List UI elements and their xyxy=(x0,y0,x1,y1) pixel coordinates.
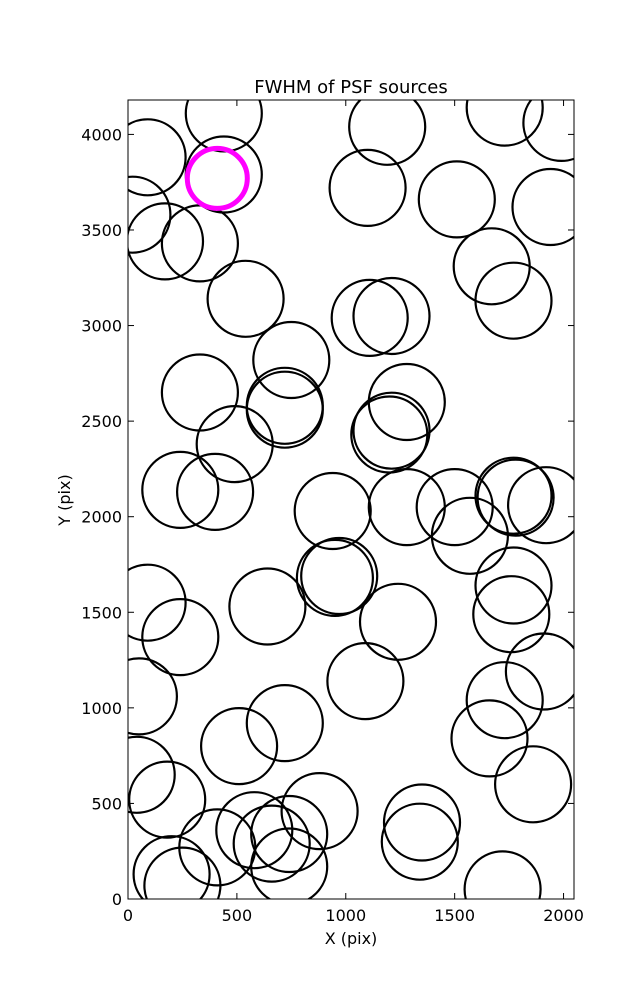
psf-source-marker xyxy=(215,791,294,870)
psf-source-marker xyxy=(358,582,438,661)
y-tick-label: 3500 xyxy=(81,221,122,240)
y-tick-label: 1500 xyxy=(81,603,122,622)
psf-source-marker xyxy=(328,148,407,227)
psf-source-marker xyxy=(452,227,531,306)
chart-title: FWHM of PSF sources xyxy=(254,77,448,98)
psf-source-marker xyxy=(295,538,374,618)
psf-source-marker xyxy=(430,496,509,575)
psf-source-marker xyxy=(132,835,211,899)
psf-source-marker xyxy=(465,100,544,147)
psf-source-marker xyxy=(128,563,187,642)
plot-area-frame xyxy=(127,99,575,900)
y-tick-label: 500 xyxy=(91,794,122,813)
x-tick-label: 500 xyxy=(222,906,253,925)
psf-source-marker xyxy=(128,735,176,814)
psf-source-marker xyxy=(507,466,574,545)
psf-source-marker xyxy=(245,683,324,763)
psf-source-marker xyxy=(367,468,446,547)
psf-source-marker xyxy=(160,353,239,432)
psf-source-marker xyxy=(206,259,285,338)
psf-source-marker xyxy=(348,100,427,166)
y-tick-label: 1000 xyxy=(81,699,122,718)
psf-source-marker xyxy=(195,405,274,484)
psf-source-marker xyxy=(352,276,431,356)
psf-source-marker xyxy=(326,641,405,721)
psf-source-marker xyxy=(465,661,544,740)
psf-source-marker xyxy=(160,204,239,283)
y-tick-label: 0 xyxy=(112,890,122,909)
psf-source-marker xyxy=(250,794,329,874)
data-markers xyxy=(128,100,574,899)
psf-source-marker xyxy=(128,202,205,281)
psf-source-marker xyxy=(141,450,220,529)
psf-source-marker xyxy=(128,118,187,197)
psf-source-marker xyxy=(417,160,496,239)
highlighted-source-marker xyxy=(184,145,250,211)
psf-source-marker xyxy=(143,846,222,899)
psf-source-marker xyxy=(200,706,279,786)
psf-source-marker xyxy=(382,783,462,862)
psf-source-marker xyxy=(128,175,172,254)
psf-source-marker xyxy=(474,546,553,625)
psf-source-marker xyxy=(232,804,311,883)
psf-source-marker xyxy=(476,458,555,537)
psf-source-marker xyxy=(141,597,220,677)
psf-source-marker xyxy=(252,320,331,400)
y-tick-label: 4000 xyxy=(81,125,122,144)
x-tick-label: 1000 xyxy=(325,906,366,925)
y-tick-label: 2500 xyxy=(81,412,122,431)
psf-source-marker xyxy=(522,100,574,162)
psf-source-marker xyxy=(184,100,263,153)
x-tick-label: 2000 xyxy=(543,906,584,925)
psf-source-marker xyxy=(176,452,255,531)
psf-source-marker xyxy=(245,370,324,449)
y-axis-label: Y (pix) xyxy=(55,474,74,526)
psf-source-marker xyxy=(245,366,324,445)
psf-source-marker xyxy=(474,261,553,340)
psf-source-marker xyxy=(493,745,573,824)
psf-source-marker xyxy=(463,850,542,899)
psf-source-marker xyxy=(380,802,459,881)
psf-source-marker xyxy=(504,632,574,711)
psf-source-marker xyxy=(511,167,574,247)
psf-source-marker xyxy=(450,699,529,778)
psf-source-marker xyxy=(250,827,329,899)
psf-source-marker xyxy=(415,468,494,547)
psf-source-marker xyxy=(228,567,307,646)
x-tick-label: 1500 xyxy=(434,906,475,925)
x-tick-label: 0 xyxy=(123,906,133,925)
psf-source-marker xyxy=(352,391,431,470)
x-axis-ticks: 0 500 1000 1500 2000 xyxy=(123,100,584,925)
psf-source-marker xyxy=(330,278,409,357)
psf-source-marker xyxy=(300,536,379,616)
psf-source-marker xyxy=(280,771,359,851)
y-axis-ticks: 0 500 1000 1500 2000 2500 3000 3500 4000 xyxy=(81,125,574,909)
psf-source-marker xyxy=(474,456,553,535)
x-axis-label: X (pix) xyxy=(325,929,378,948)
psf-source-marker xyxy=(293,471,372,551)
y-tick-label: 2000 xyxy=(81,508,122,527)
psf-source-marker xyxy=(128,657,178,736)
psf-source-marker xyxy=(128,760,207,839)
y-tick-label: 3000 xyxy=(81,317,122,336)
